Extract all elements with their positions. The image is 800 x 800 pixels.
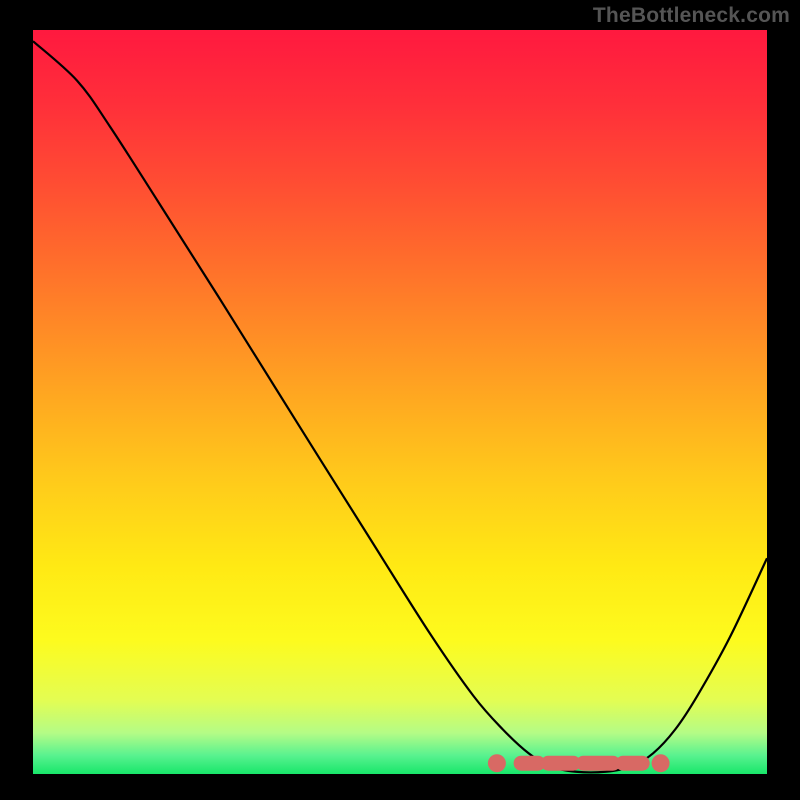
chart-container: { "watermark": "TheBottleneck.com", "cha… [0,0,800,800]
watermark-text: TheBottleneck.com [593,4,790,28]
bottleneck-chart [0,0,800,800]
gradient-background [33,30,767,774]
